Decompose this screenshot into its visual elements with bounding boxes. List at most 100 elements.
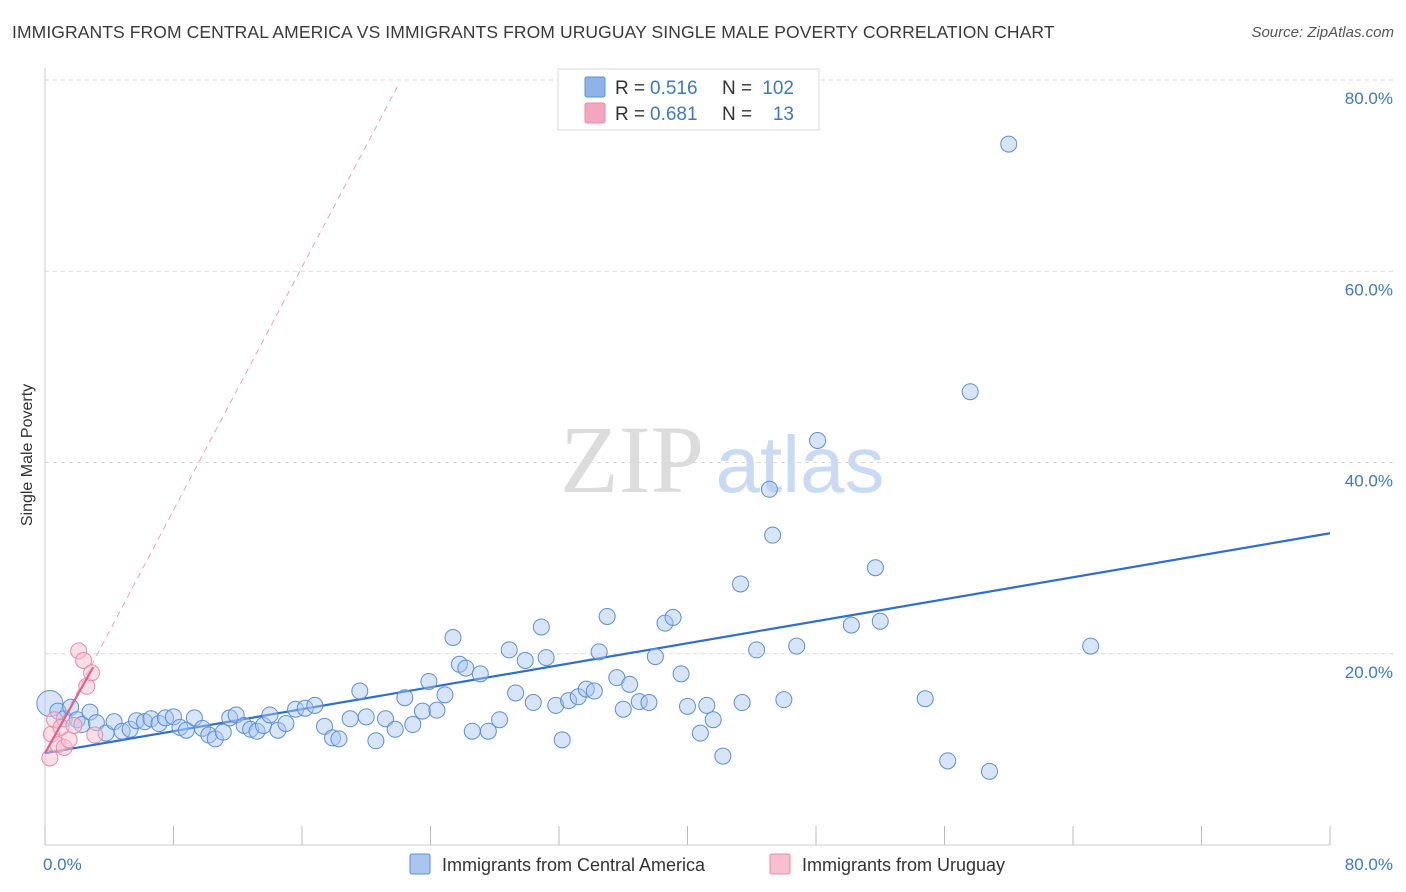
legend-r-label: R = [615,78,645,99]
point-central-america [1000,135,1018,153]
point-central-america [491,711,509,729]
point-central-america [621,675,639,693]
y-tick-label: 20.0% [1345,663,1393,682]
point-central-america [598,607,616,625]
point-central-america [980,762,998,780]
point-central-america [500,641,518,659]
point-central-america [351,682,369,700]
legend-n-label: N = [722,104,752,125]
watermark-atlas: atlas [716,420,885,509]
point-central-america [296,699,314,717]
point-central-america [324,729,342,747]
trend-line-uruguay [44,666,95,754]
point-central-america [277,715,295,733]
point-central-america [760,480,778,498]
point-central-america [214,723,232,741]
point-central-america [939,752,957,770]
chart-title: IMMIGRANTS FROM CENTRAL AMERICA VS IMMIG… [12,22,1055,42]
point-central-america [733,694,751,712]
legend-r-label: R = [615,104,645,125]
point-central-america [537,649,555,667]
point-central-america [691,724,709,742]
point-central-america [788,637,806,655]
point-central-america [532,618,550,636]
point-uruguay [86,726,104,744]
point-central-america [640,694,658,712]
watermark: ZIP atlas [560,406,884,513]
point-uruguay [41,749,59,767]
legend-n-value: 102 [762,78,794,99]
point-central-america [377,710,395,728]
point-central-america [306,696,324,714]
source-label: Source: ZipAtlas.com [1251,24,1394,41]
point-central-america [420,672,438,690]
legend-swatch-uruguay [584,102,606,124]
point-central-america [775,691,793,709]
trend-extension-uruguay [44,84,399,754]
point-central-america [916,690,934,708]
bottom-legend-swatch-central-america [409,853,431,875]
point-central-america [507,684,525,702]
point-central-america [585,682,603,700]
trend-line-central-america [44,532,1331,755]
legend-r-value: 0.681 [650,104,698,125]
point-central-america [463,722,481,740]
trend-layer [44,84,1331,755]
point-central-america [396,689,414,707]
point-central-america [121,720,139,738]
bottom-legend-label-central-america: Immigrants from Central America [442,855,706,875]
point-central-america [866,559,884,577]
point-central-america [444,628,462,646]
point-central-america [367,732,385,750]
point-central-america [436,686,454,704]
legend-swatch-central-america [584,76,606,98]
y-tick-label: 40.0% [1345,472,1393,491]
point-central-america [748,641,766,659]
point-central-america [242,720,260,738]
point-uruguay [75,651,93,669]
point-central-america [516,651,534,669]
point-central-america [842,616,860,634]
bottom-legend: Immigrants from Central America Immigran… [409,853,1005,875]
point-central-america [553,731,571,749]
point-central-america [524,694,542,712]
point-central-america [871,612,889,630]
point-central-america [714,747,732,765]
point-central-america [428,701,446,719]
point-central-america [961,383,979,401]
point-central-america [560,692,578,710]
legend-r-value: 0.516 [650,78,698,99]
point-central-america [479,722,497,740]
point-central-america [732,575,750,593]
point-central-america [341,710,359,728]
point-central-america [764,526,782,544]
point-central-america [664,608,682,626]
point-central-america [646,648,664,666]
point-central-america [457,659,475,677]
point-central-america [809,432,827,450]
point-central-america [1082,637,1100,655]
bottom-legend-label-uruguay: Immigrants from Uruguay [802,855,1005,875]
point-central-america [81,703,99,721]
point-central-america [386,720,404,738]
point-central-america [614,700,632,718]
point-central-america [413,702,431,720]
point-central-america [404,716,422,734]
point-central-america [679,697,696,715]
point-central-america [357,708,375,726]
watermark-zip: ZIP [560,406,704,513]
point-central-america [165,708,182,726]
point-central-america [193,719,211,737]
point-central-america [261,706,279,724]
legend-n-label: N = [722,78,752,99]
tick-labels: 20.0% 40.0% 60.0% 80.0% 0.0% 80.0% [43,89,1393,874]
bottom-legend-swatch-uruguay [769,853,791,875]
point-central-america [547,696,565,714]
point-central-america [698,696,716,714]
x-tick-label: 0.0% [43,855,82,874]
y-tick-label: 60.0% [1345,280,1393,299]
grid-layer [45,79,1394,655]
x-tick-label: 80.0% [1345,855,1393,874]
point-central-america [248,722,266,740]
